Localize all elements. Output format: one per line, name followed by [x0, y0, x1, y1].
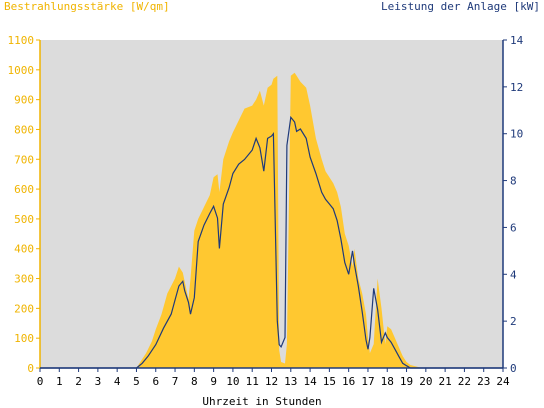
right-tick-label: 2: [510, 315, 517, 328]
x-tick-label: 10: [226, 375, 239, 388]
left-tick-label: 1100: [8, 34, 35, 47]
irradiance-area-group: [40, 72, 503, 369]
right-tick-label: 12: [510, 81, 523, 94]
x-tick-label: 23: [477, 375, 490, 388]
x-tick-label: 8: [191, 375, 198, 388]
x-tick-label: 9: [210, 375, 217, 388]
x-tick-label: 2: [75, 375, 82, 388]
x-tick-label: 17: [361, 375, 374, 388]
x-tick-label: 14: [303, 375, 317, 388]
right-tick-label: 8: [510, 175, 517, 188]
left-tick-label: 300: [14, 273, 34, 286]
left-tick-label: 500: [14, 213, 34, 226]
x-tick-label: 20: [419, 375, 432, 388]
x-tick-label: 7: [172, 375, 179, 388]
x-axis-label: Uhrzeit in Stunden: [202, 395, 321, 408]
x-tick-label: 6: [152, 375, 159, 388]
left-tick-label: 1000: [8, 64, 35, 77]
right-tick-label: 14: [510, 34, 524, 47]
x-tick-label: 19: [400, 375, 413, 388]
left-tick-label: 700: [14, 153, 34, 166]
x-tick-label: 11: [246, 375, 259, 388]
x-tick-label: 21: [439, 375, 452, 388]
right-tick-label: 0: [510, 362, 517, 375]
x-tick-label: 13: [284, 375, 297, 388]
x-tick-label: 5: [133, 375, 140, 388]
x-tick-label: 24: [496, 375, 510, 388]
x-tick-label: 12: [265, 375, 278, 388]
right-tick-label: 6: [510, 221, 517, 234]
power-line: [40, 115, 503, 369]
left-tick-label: 400: [14, 243, 34, 256]
x-tick-label: 4: [114, 375, 121, 388]
left-tick-label: 900: [14, 94, 34, 107]
x-tick-label: 0: [37, 375, 44, 388]
left-tick-label: 200: [14, 302, 34, 315]
power-line-group: [40, 115, 503, 369]
left-axis-title: Bestrahlungsstärke [W/qm]: [4, 0, 170, 13]
x-tick-label: 18: [381, 375, 394, 388]
left-tick-label: 800: [14, 123, 34, 136]
x-tick-label: 22: [458, 375, 471, 388]
x-tick-label: 16: [342, 375, 355, 388]
axes-group: 0100200300400500600700800900100011000246…: [8, 34, 524, 388]
x-tick-label: 15: [323, 375, 336, 388]
irradiance-area: [40, 72, 503, 369]
x-tick-label: 3: [95, 375, 102, 388]
left-tick-label: 100: [14, 332, 34, 345]
left-tick-label: 0: [27, 362, 34, 375]
right-tick-label: 4: [510, 268, 517, 281]
x-tick-label: 1: [56, 375, 63, 388]
left-tick-label: 600: [14, 183, 34, 196]
right-axis-title: Leistung der Anlage [kW]: [381, 0, 540, 13]
right-tick-label: 10: [510, 128, 523, 141]
